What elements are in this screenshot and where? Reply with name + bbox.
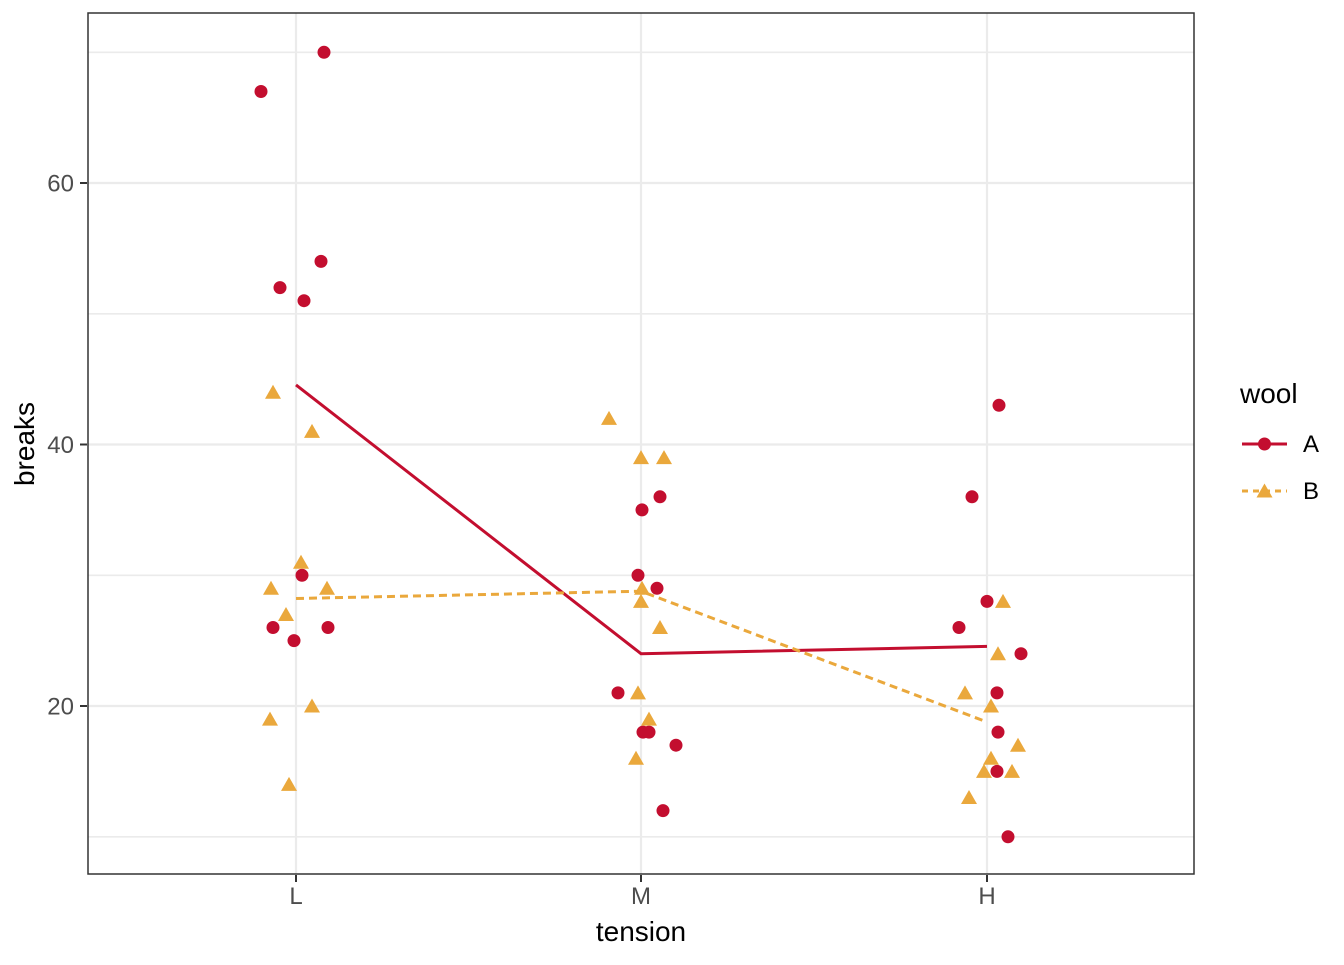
legend-key-circle-icon — [1258, 437, 1271, 451]
point-wool-B — [995, 593, 1011, 608]
point-wool-A — [635, 503, 649, 517]
point-wool-A — [1001, 830, 1015, 844]
data-points — [254, 45, 1028, 844]
panel-border — [87, 12, 1195, 875]
point-wool-B — [265, 384, 281, 399]
point-wool-B — [304, 698, 320, 713]
point-wool-B — [1004, 763, 1020, 778]
point-wool-A — [297, 294, 311, 308]
point-wool-B — [319, 580, 335, 595]
point-wool-B — [633, 593, 649, 608]
point-wool-B — [641, 711, 657, 726]
mean-line-wool-A — [295, 383, 988, 656]
point-wool-A — [952, 621, 966, 634]
point-wool-A — [965, 490, 979, 504]
point-wool-B — [1010, 737, 1026, 752]
point-wool-B — [293, 554, 309, 569]
point-wool-B — [633, 450, 649, 465]
legend-entry-A: A — [1242, 431, 1319, 458]
point-wool-A — [991, 725, 1005, 739]
point-wool-B — [601, 410, 617, 425]
point-wool-A — [266, 621, 280, 634]
y-axis-title: breaks — [9, 402, 40, 486]
x-tick-label: L — [289, 883, 302, 910]
point-wool-A — [611, 686, 625, 700]
legend-key-triangle-icon — [1256, 483, 1273, 498]
point-wool-B — [990, 646, 1006, 661]
point-wool-A — [992, 398, 1006, 412]
y-tick-label: 60 — [47, 171, 74, 198]
point-wool-A — [669, 738, 683, 752]
point-wool-A — [980, 594, 994, 608]
legend-label-B: B — [1303, 478, 1319, 505]
point-wool-B — [961, 790, 977, 804]
point-wool-B — [263, 580, 279, 595]
point-wool-B — [262, 711, 278, 726]
legend: wool A B — [1239, 378, 1319, 505]
point-wool-A — [650, 581, 664, 595]
legend-entry-B: B — [1242, 478, 1319, 505]
point-wool-A — [295, 568, 309, 582]
x-tick-label: H — [978, 883, 995, 910]
axes: 20 40 60 L M H — [47, 171, 995, 911]
point-wool-A — [642, 725, 656, 739]
point-wool-A — [314, 254, 328, 268]
point-wool-A — [273, 281, 287, 295]
point-wool-B — [957, 685, 973, 700]
point-wool-B — [652, 620, 668, 634]
y-tick-label: 40 — [47, 432, 74, 459]
point-wool-A — [990, 686, 1004, 700]
legend-label-A: A — [1303, 431, 1319, 458]
point-wool-B — [983, 750, 999, 765]
point-wool-B — [630, 685, 646, 700]
legend-title: wool — [1239, 378, 1298, 409]
point-wool-A — [631, 568, 645, 582]
point-wool-A — [321, 621, 335, 634]
point-wool-B — [628, 750, 644, 765]
point-wool-A — [990, 764, 1004, 778]
point-wool-A — [1014, 647, 1028, 661]
x-tick-label: M — [631, 883, 651, 910]
point-wool-B — [304, 423, 320, 438]
point-wool-A — [653, 490, 667, 504]
point-wool-A — [317, 45, 331, 59]
x-axis-title: tension — [596, 916, 686, 947]
point-wool-B — [278, 607, 294, 621]
y-tick-label: 20 — [47, 694, 74, 721]
point-wool-B — [634, 580, 650, 595]
point-wool-B — [656, 450, 672, 465]
point-wool-A — [656, 804, 670, 818]
point-wool-B — [983, 698, 999, 713]
point-wool-A — [287, 634, 301, 648]
point-wool-B — [976, 763, 992, 778]
point-wool-B — [281, 776, 297, 791]
point-wool-A — [254, 85, 268, 98]
